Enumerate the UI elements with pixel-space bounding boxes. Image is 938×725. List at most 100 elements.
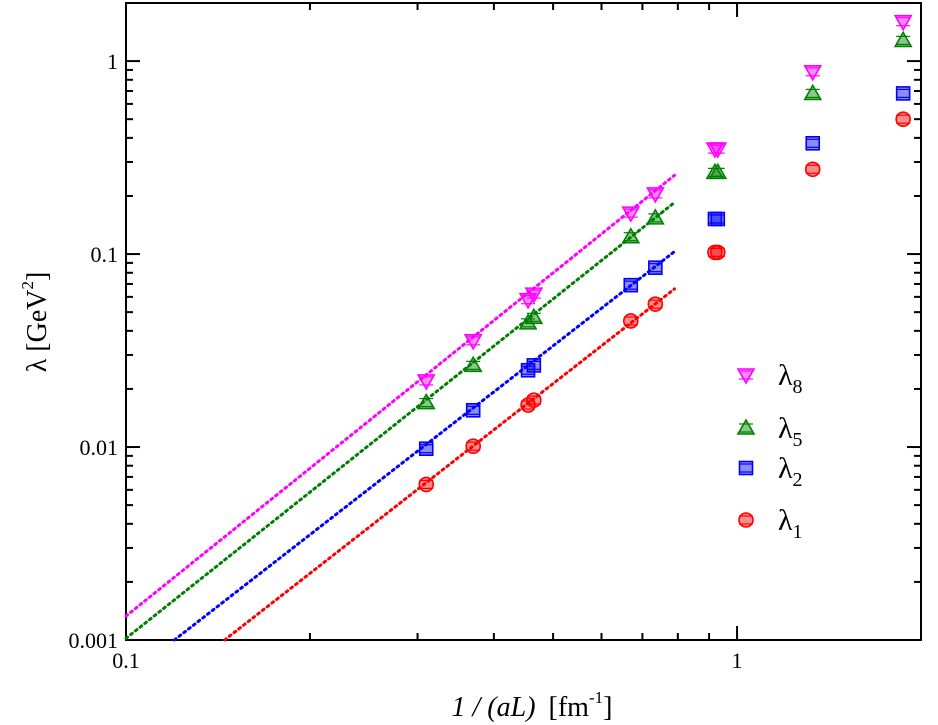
- data-point-λ1: [465, 438, 482, 454]
- circle-marker-shape: [738, 512, 754, 528]
- data-point-λ8: [893, 14, 913, 32]
- fit-line-λ5: [124, 201, 676, 640]
- square-marker-shape: [648, 260, 663, 275]
- plot-frame: [125, 2, 922, 641]
- legend-label-λ5: λ5: [778, 412, 803, 451]
- triangle-down-marker-shape: [736, 368, 756, 385]
- data-point-λ1: [895, 111, 911, 127]
- x-tick-label: 0.1: [112, 648, 140, 673]
- data-point-λ5: [463, 355, 483, 373]
- fit-lines: [124, 173, 676, 642]
- legend-symbol: λ: [778, 412, 793, 445]
- data-point-λ8: [708, 142, 728, 159]
- data-point-λ8: [524, 287, 544, 304]
- y-axis-label-post: ]: [22, 272, 53, 281]
- legend-marker-λ2: [738, 460, 754, 476]
- data-point-λ8: [518, 292, 538, 310]
- triangle-down-marker-shape: [416, 374, 436, 391]
- fit-line-λ2: [172, 250, 676, 642]
- triangle-up-marker-shape: [463, 355, 483, 373]
- legend-subscript: 5: [793, 429, 803, 451]
- square-marker-shape: [710, 211, 726, 227]
- data-point-λ2: [418, 441, 434, 457]
- data-point-λ5: [416, 392, 436, 410]
- triangle-up-marker-shape: [416, 392, 436, 410]
- triangle-up-marker-shape: [736, 418, 756, 435]
- legend-label-λ8: λ8: [778, 359, 803, 398]
- triangle-down-marker-shape: [621, 206, 641, 223]
- legend-marker-λ5: [736, 418, 756, 435]
- data-point-λ1: [804, 161, 821, 178]
- x-axis-label-post: ]: [603, 692, 612, 723]
- triangle-down-marker-shape: [518, 292, 538, 310]
- data-markers: [416, 14, 913, 493]
- legend-subscript: 1: [793, 521, 803, 543]
- legend-subscript: 8: [793, 376, 803, 398]
- triangle-down-marker-shape: [524, 287, 544, 304]
- triangle-down-marker-shape: [893, 14, 913, 32]
- triangle-down-marker-shape: [803, 65, 823, 82]
- legend-marker-λ8: [736, 368, 756, 385]
- legend-symbol: λ: [778, 359, 793, 392]
- data-point-λ8: [621, 206, 641, 223]
- y-axis-label-pre: λ [GeV: [22, 290, 53, 373]
- data-point-λ1: [526, 392, 542, 408]
- fit-line-λ1: [223, 287, 676, 642]
- legend-symbol: λ: [778, 452, 793, 485]
- legend-marker-λ1: [738, 512, 754, 528]
- data-point-λ1: [622, 313, 639, 329]
- y-axis-label-sup: 2: [18, 281, 37, 290]
- x-tick-label: 1: [732, 648, 743, 673]
- legend-symbol: λ: [778, 504, 793, 537]
- y-axis-label: λ [GeV2]: [18, 272, 53, 373]
- data-point-λ5: [708, 162, 728, 180]
- square-marker-shape: [418, 441, 434, 457]
- data-point-λ8: [416, 374, 436, 391]
- x-axis-label-sup: -1: [589, 688, 603, 707]
- triangle-up-marker-shape: [803, 83, 823, 101]
- circle-marker-shape: [647, 296, 664, 312]
- data-point-λ1: [647, 296, 664, 312]
- triangle-up-marker-shape: [708, 162, 728, 180]
- data-point-λ5: [645, 208, 665, 225]
- data-point-λ2: [623, 277, 639, 293]
- x-axis-label-unit: [fm: [549, 692, 590, 723]
- square-marker-shape: [805, 135, 821, 151]
- y-tick-label: 1: [107, 49, 118, 74]
- legend-label-λ2: λ2: [778, 452, 803, 491]
- data-point-λ8: [645, 187, 665, 204]
- y-tick-label: 0.001: [69, 628, 119, 653]
- triangle-up-marker-shape: [524, 307, 544, 325]
- circle-marker-shape: [895, 111, 911, 127]
- data-point-λ2: [895, 86, 911, 101]
- y-tick-label: 0.01: [80, 435, 119, 460]
- y-tick-label: 0.1: [91, 242, 119, 267]
- data-point-λ8: [803, 65, 823, 82]
- circle-marker-shape: [418, 476, 435, 493]
- triangle-down-marker-shape: [463, 334, 483, 351]
- data-point-λ2: [526, 358, 542, 373]
- triangle-up-marker-shape: [893, 30, 913, 48]
- legend-label-λ1: λ1: [778, 504, 803, 543]
- data-point-λ2: [805, 135, 821, 151]
- circle-marker-shape: [622, 313, 639, 329]
- data-point-λ1: [709, 244, 726, 261]
- fit-line-λ8: [124, 173, 676, 618]
- data-point-λ5: [524, 307, 544, 325]
- data-point-λ1: [418, 476, 435, 493]
- data-point-λ2: [465, 403, 481, 418]
- circle-marker-shape: [526, 392, 542, 408]
- x-axis-label-pre: 1 / (aL): [452, 692, 536, 723]
- data-point-λ5: [803, 83, 823, 101]
- data-point-λ5: [621, 227, 641, 244]
- square-marker-shape: [465, 403, 481, 418]
- triangle-up-marker-shape: [645, 208, 665, 225]
- square-marker-shape: [526, 358, 542, 373]
- data-point-λ8: [463, 334, 483, 351]
- data-point-λ2: [648, 260, 663, 275]
- data-point-λ5: [893, 30, 913, 48]
- circle-marker-shape: [465, 438, 482, 454]
- data-point-λ2: [710, 211, 726, 227]
